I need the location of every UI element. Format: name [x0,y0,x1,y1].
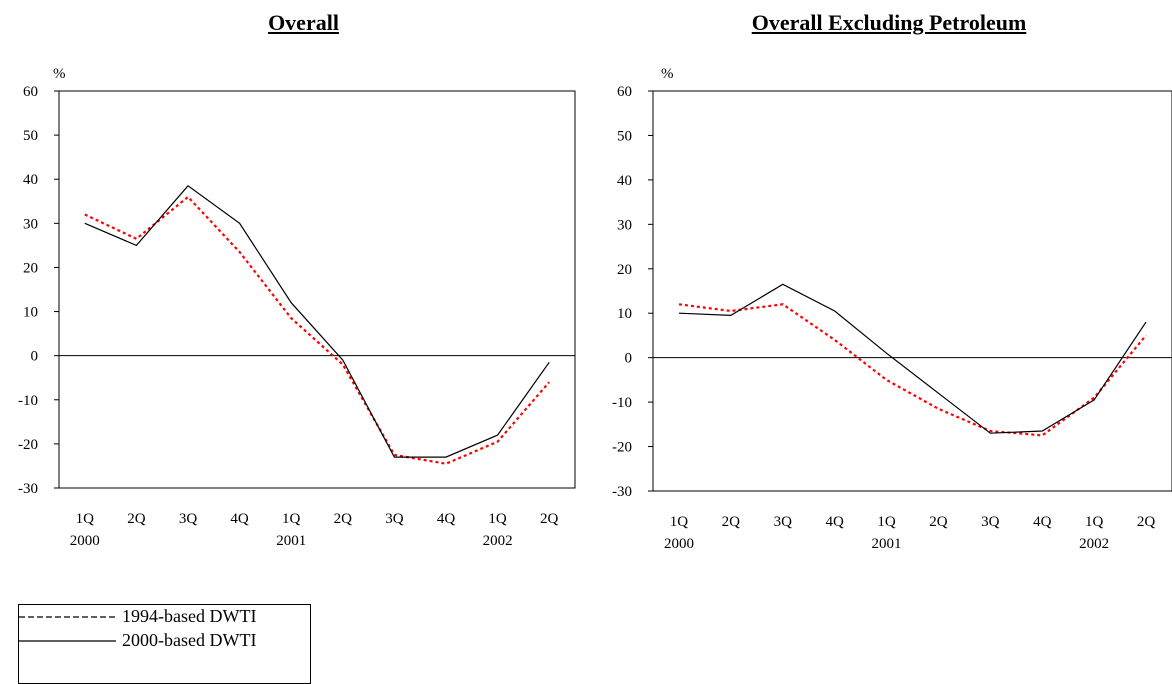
y-tick-label: -30 [18,481,38,497]
x-tick-label: 2Q [722,514,741,530]
y-tick-label: 30 [23,216,38,232]
y-tick-label: 20 [23,260,38,276]
x-tick-label: 1Q [877,514,896,530]
x-year-label: 2000 [70,533,100,549]
series-line-1994-based-dwti [679,304,1146,435]
legend-label: 2000-based DWTI [122,630,256,651]
x-tick-label: 3Q [385,511,404,527]
x-tick-label: 2Q [334,511,353,527]
y-axis-label: % [661,66,674,82]
y-tick-label: -30 [612,484,632,500]
plot-svg: 60 50 40 30 20 10 0 -10 -20 -30% 1Q 2Q 3Q 4Q 1Q 2Q 3Q 4Q 1… [0,0,586,600]
x-year-label: 2002 [483,533,513,549]
y-tick-label: 60 [23,84,38,100]
x-year-label: 2001 [872,536,902,552]
x-year-label: 2001 [276,533,306,549]
x-tick-label: 2Q [929,514,948,530]
x-tick-label: 3Q [179,511,198,527]
y-tick-label: 0 [31,349,39,365]
x-tick-label: 4Q [1033,514,1052,530]
x-tick-label: 1Q [76,511,95,527]
y-tick-label: 30 [617,217,632,233]
x-tick-label: 4Q [230,511,249,527]
y-tick-label: -20 [612,440,632,456]
y-tick-label: 60 [617,84,632,100]
series-line-2000-based-dwti [679,284,1146,433]
series-line-1994-based-dwti [85,197,549,464]
x-tick-label: 1Q [488,511,507,527]
y-tick-label: 20 [617,262,632,278]
legend-swatch-dashed [19,606,119,628]
y-tick-label: 10 [23,305,38,321]
y-tick-label: 10 [617,306,632,322]
x-tick-label: 4Q [437,511,456,527]
plot-area [653,91,1172,491]
legend: 1994-based DWTI 2000-based DWTI [18,604,311,684]
x-tick-label: 1Q [670,514,689,530]
plot-svg: 60 50 40 30 20 10 0 -10 -20 -30% 1Q 2Q 3Q 4Q 1Q 2Q 3Q 4Q 1… [586,0,1172,600]
y-tick-label: 50 [617,128,632,144]
y-tick-label: -10 [612,395,632,411]
legend-swatch-solid [19,630,119,652]
y-tick-label: -20 [18,437,38,453]
x-year-label: 2000 [664,536,694,552]
x-year-label: 2002 [1079,536,1109,552]
x-tick-label: 3Q [774,514,793,530]
x-tick-label: 1Q [1085,514,1104,530]
y-tick-label: -10 [18,393,38,409]
y-tick-label: 40 [23,172,38,188]
x-tick-label: 4Q [825,514,844,530]
legend-label: 1994-based DWTI [122,606,256,627]
series-line-2000-based-dwti [85,186,549,457]
x-tick-label: 2Q [540,511,559,527]
plot-area [59,91,575,488]
x-tick-label: 2Q [127,511,146,527]
x-tick-label: 1Q [282,511,301,527]
y-tick-label: 0 [625,351,633,367]
y-axis-label: % [53,66,66,82]
y-tick-label: 40 [617,173,632,189]
x-tick-label: 2Q [1137,514,1156,530]
y-tick-label: 50 [23,128,38,144]
x-tick-label: 3Q [981,514,1000,530]
